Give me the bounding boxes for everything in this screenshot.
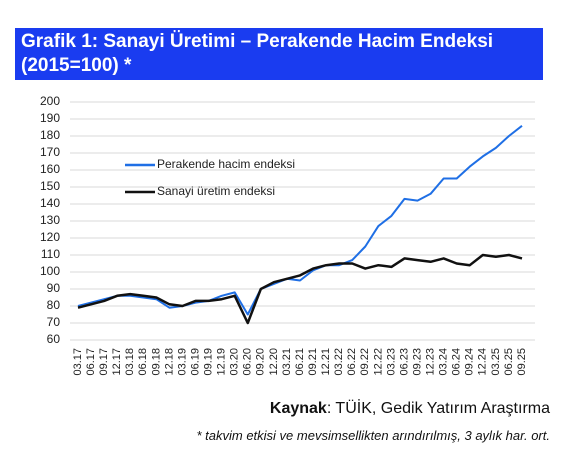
x-tick-label: 12.20 <box>268 348 280 376</box>
x-tick-label: 09.23 <box>411 348 423 376</box>
series-line <box>77 253 523 325</box>
x-tick-label: 09.20 <box>255 348 267 376</box>
x-tick-label: 12.18 <box>163 348 175 376</box>
footnote: * takvim etkisi ve mevsimsellikten arınd… <box>196 428 550 443</box>
x-tick-label: 03.17 <box>72 348 84 376</box>
source-text: : TÜİK, Gedik Yatırım Araştırma <box>326 400 550 417</box>
y-tick-label: 90 <box>47 281 61 295</box>
y-tick-label: 160 <box>40 162 60 176</box>
x-tick-label: 03.22 <box>333 348 345 376</box>
legend-label: Perakende hacim endeksi <box>157 157 295 171</box>
x-tick-label: 03.20 <box>229 348 241 376</box>
x-tick-label: 09.17 <box>98 348 110 376</box>
y-tick-label: 180 <box>40 128 60 142</box>
x-tick-label: 09.19 <box>202 348 214 376</box>
y-tick-label: 140 <box>40 196 60 210</box>
x-tick-label: 12.23 <box>424 348 436 376</box>
x-tick-label: 12.22 <box>372 348 384 376</box>
source-label: Kaynak <box>269 400 327 417</box>
legend-label: Sanayi üretim endeksi <box>157 184 275 198</box>
y-tick-label: 110 <box>41 247 60 261</box>
x-tick-label: 06.25 <box>503 348 515 376</box>
x-tick-label: 03.24 <box>438 348 450 376</box>
x-tick-label: 06.22 <box>346 348 358 376</box>
x-tick-label: 09.24 <box>464 348 476 376</box>
chart-title: Grafik 1: Sanayi Üretimi – Perakende Hac… <box>15 28 543 80</box>
y-tick-label: 190 <box>40 111 60 125</box>
y-tick-label: 80 <box>47 298 61 312</box>
series-line <box>77 125 523 316</box>
x-tick-label: 12.21 <box>320 348 332 376</box>
y-tick-label: 130 <box>40 213 60 227</box>
x-tick-label: 06.24 <box>451 348 463 376</box>
x-tick-label: 12.24 <box>477 348 489 376</box>
x-tick-label: 06.23 <box>398 348 410 376</box>
x-tick-label: 09.22 <box>359 348 371 376</box>
x-tick-label: 09.18 <box>150 348 162 376</box>
y-tick-label: 170 <box>40 145 60 159</box>
x-tick-label: 06.21 <box>294 348 306 376</box>
x-tick-label: 03.19 <box>176 348 188 376</box>
x-tick-label: 03.23 <box>385 348 397 376</box>
y-tick-label: 100 <box>40 264 60 278</box>
x-tick-label: 06.20 <box>242 348 254 376</box>
y-tick-label: 70 <box>47 315 61 329</box>
x-tick-label: 09.21 <box>307 348 319 376</box>
y-tick-label: 120 <box>40 230 60 244</box>
x-tick-label: 06.18 <box>137 348 149 376</box>
x-tick-label: 03.25 <box>490 348 502 376</box>
x-tick-label: 06.19 <box>189 348 201 376</box>
x-tick-label: 12.19 <box>216 348 228 376</box>
source: Kaynak: TÜİK, Gedik Yatırım Araştırma <box>270 400 550 418</box>
x-tick-label: 03.21 <box>281 348 293 376</box>
y-tick-label: 200 <box>40 94 60 108</box>
y-tick-label: 60 <box>47 332 61 346</box>
x-tick-label: 09.25 <box>516 348 528 376</box>
y-tick-label: 150 <box>40 179 60 193</box>
x-tick-label: 12.17 <box>111 348 123 376</box>
x-tick-label: 03.18 <box>124 348 136 376</box>
x-tick-label: 06.17 <box>85 348 97 376</box>
